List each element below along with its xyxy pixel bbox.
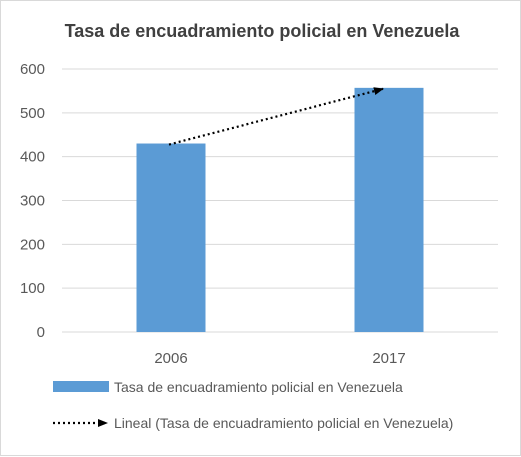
legend-series-label: Tasa de encuadramiento policial en Venez… xyxy=(114,379,403,395)
bar-2017 xyxy=(354,87,424,333)
y-axis-ticks: 0 100 200 300 400 500 600 xyxy=(20,61,45,341)
y-tick-label: 600 xyxy=(20,61,45,78)
y-tick-label: 300 xyxy=(20,193,45,210)
trendline xyxy=(168,87,384,146)
y-tick-label: 100 xyxy=(20,280,45,297)
legend: Tasa de encuadramiento policial en Venez… xyxy=(53,379,453,431)
y-tick-label: 400 xyxy=(20,149,45,166)
x-tick-label: 2006 xyxy=(154,350,187,367)
chart-title: Tasa de encuadramiento policial en Venez… xyxy=(65,21,461,41)
bars xyxy=(136,87,424,333)
legend-trendline-label: Lineal (Tasa de encuadramiento policial … xyxy=(114,415,453,431)
x-axis-ticks: 2006 2017 xyxy=(154,350,405,367)
x-tick-label: 2017 xyxy=(372,350,405,367)
y-tick-label: 200 xyxy=(20,236,45,253)
gridlines xyxy=(62,68,498,333)
y-tick-label: 0 xyxy=(37,324,45,341)
y-tick-label: 500 xyxy=(20,105,45,122)
bar-2006 xyxy=(136,143,206,332)
trendline-group xyxy=(168,87,384,146)
legend-swatch-series xyxy=(53,381,109,392)
